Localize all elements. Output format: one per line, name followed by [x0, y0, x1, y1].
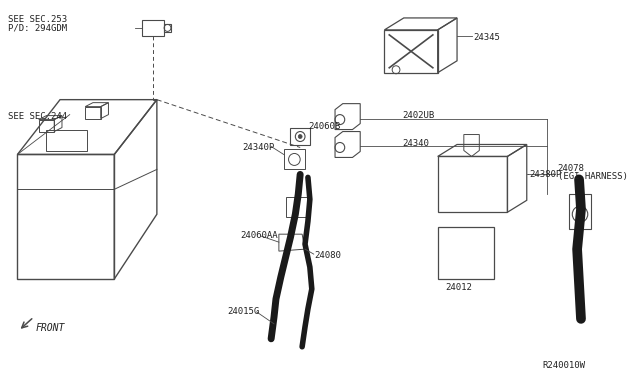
Text: SEE SEC.253: SEE SEC.253 — [8, 15, 67, 24]
Text: 2402UB: 2402UB — [402, 110, 434, 120]
Circle shape — [298, 135, 302, 138]
Text: 24012: 24012 — [445, 283, 472, 292]
Text: 24060AA: 24060AA — [240, 231, 278, 240]
Text: 24380P: 24380P — [530, 170, 562, 179]
Text: 24340P: 24340P — [242, 142, 275, 151]
Text: P/D: 294GDM: P/D: 294GDM — [8, 24, 67, 33]
Text: 24340: 24340 — [402, 138, 429, 148]
Text: 24060B: 24060B — [308, 122, 340, 131]
Text: R240010W: R240010W — [542, 361, 585, 370]
Text: 24078: 24078 — [557, 164, 584, 173]
Text: FRONT: FRONT — [36, 323, 65, 333]
Text: (EGI HARNESS): (EGI HARNESS) — [557, 172, 628, 182]
Text: 24080: 24080 — [315, 251, 342, 260]
Text: 24015G: 24015G — [228, 307, 260, 316]
Text: SEE SEC.244: SEE SEC.244 — [8, 112, 67, 121]
Text: 24345: 24345 — [474, 33, 500, 42]
